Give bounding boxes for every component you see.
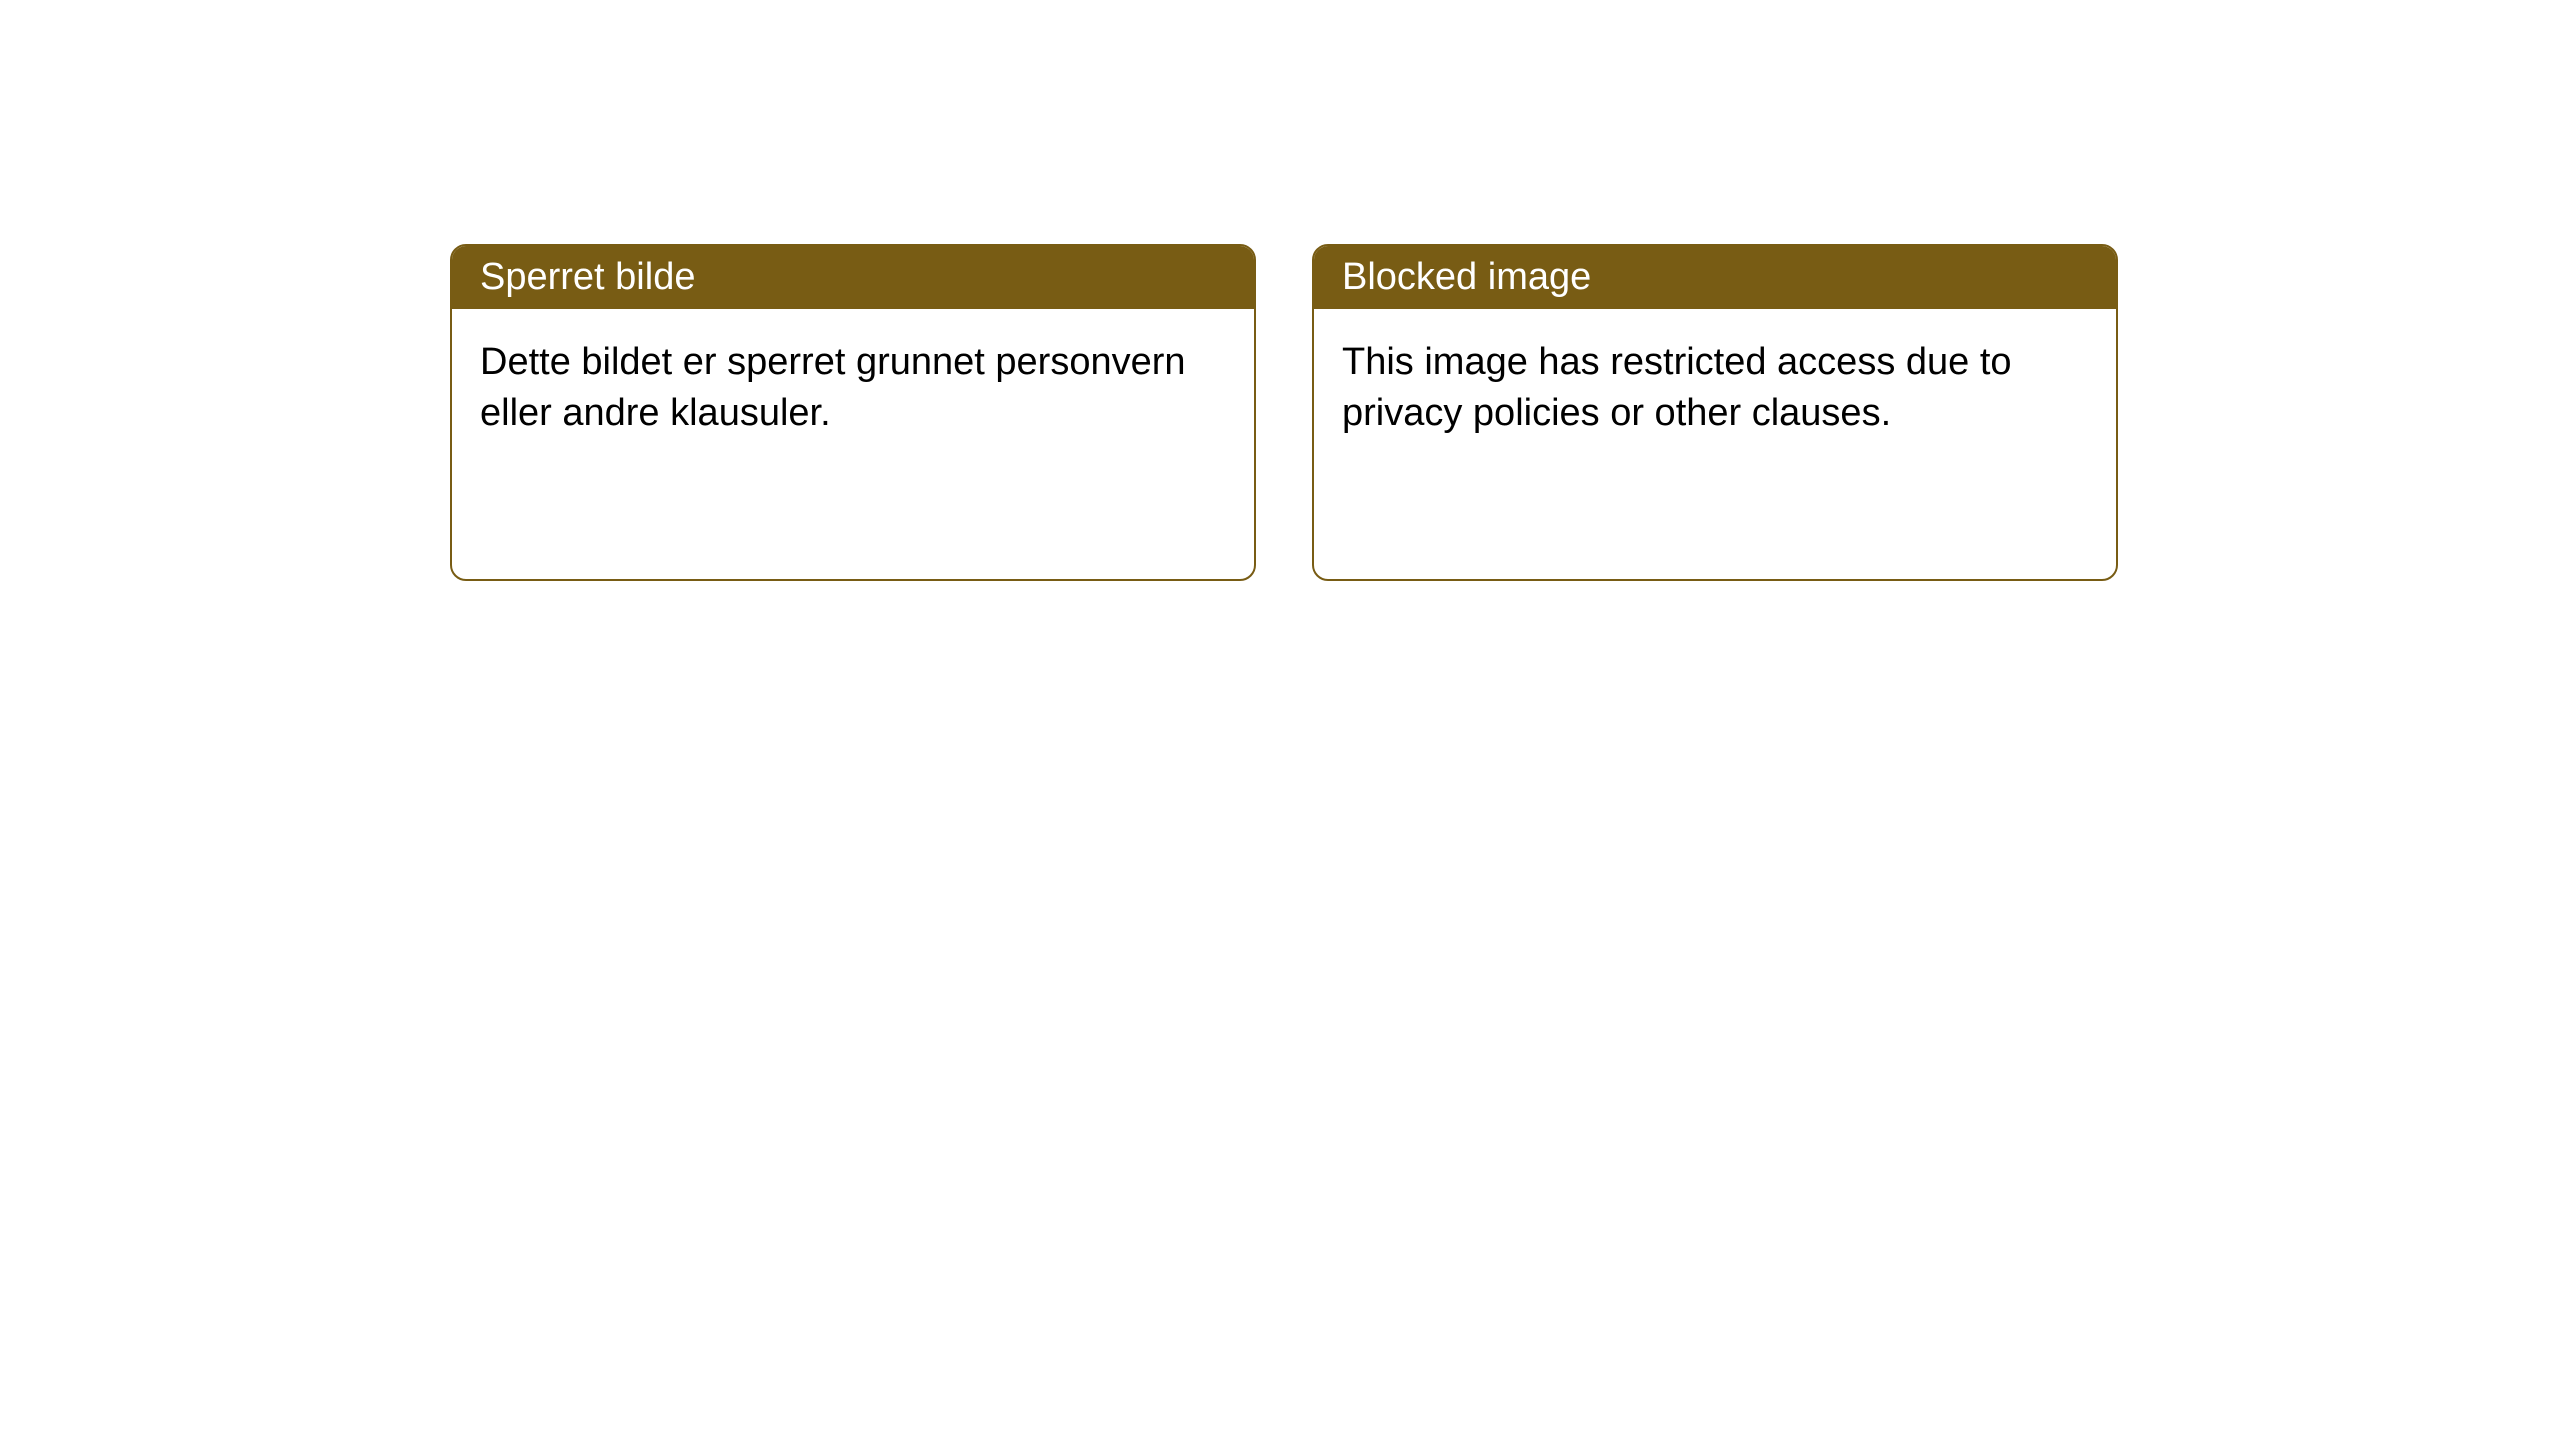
notice-container: Sperret bilde Dette bildet er sperret gr… bbox=[0, 0, 2560, 581]
notice-card-english: Blocked image This image has restricted … bbox=[1312, 244, 2118, 581]
notice-body: Dette bildet er sperret grunnet personve… bbox=[452, 309, 1254, 579]
notice-card-norwegian: Sperret bilde Dette bildet er sperret gr… bbox=[450, 244, 1256, 581]
notice-header: Blocked image bbox=[1314, 246, 2116, 309]
notice-body: This image has restricted access due to … bbox=[1314, 309, 2116, 579]
notice-header: Sperret bilde bbox=[452, 246, 1254, 309]
